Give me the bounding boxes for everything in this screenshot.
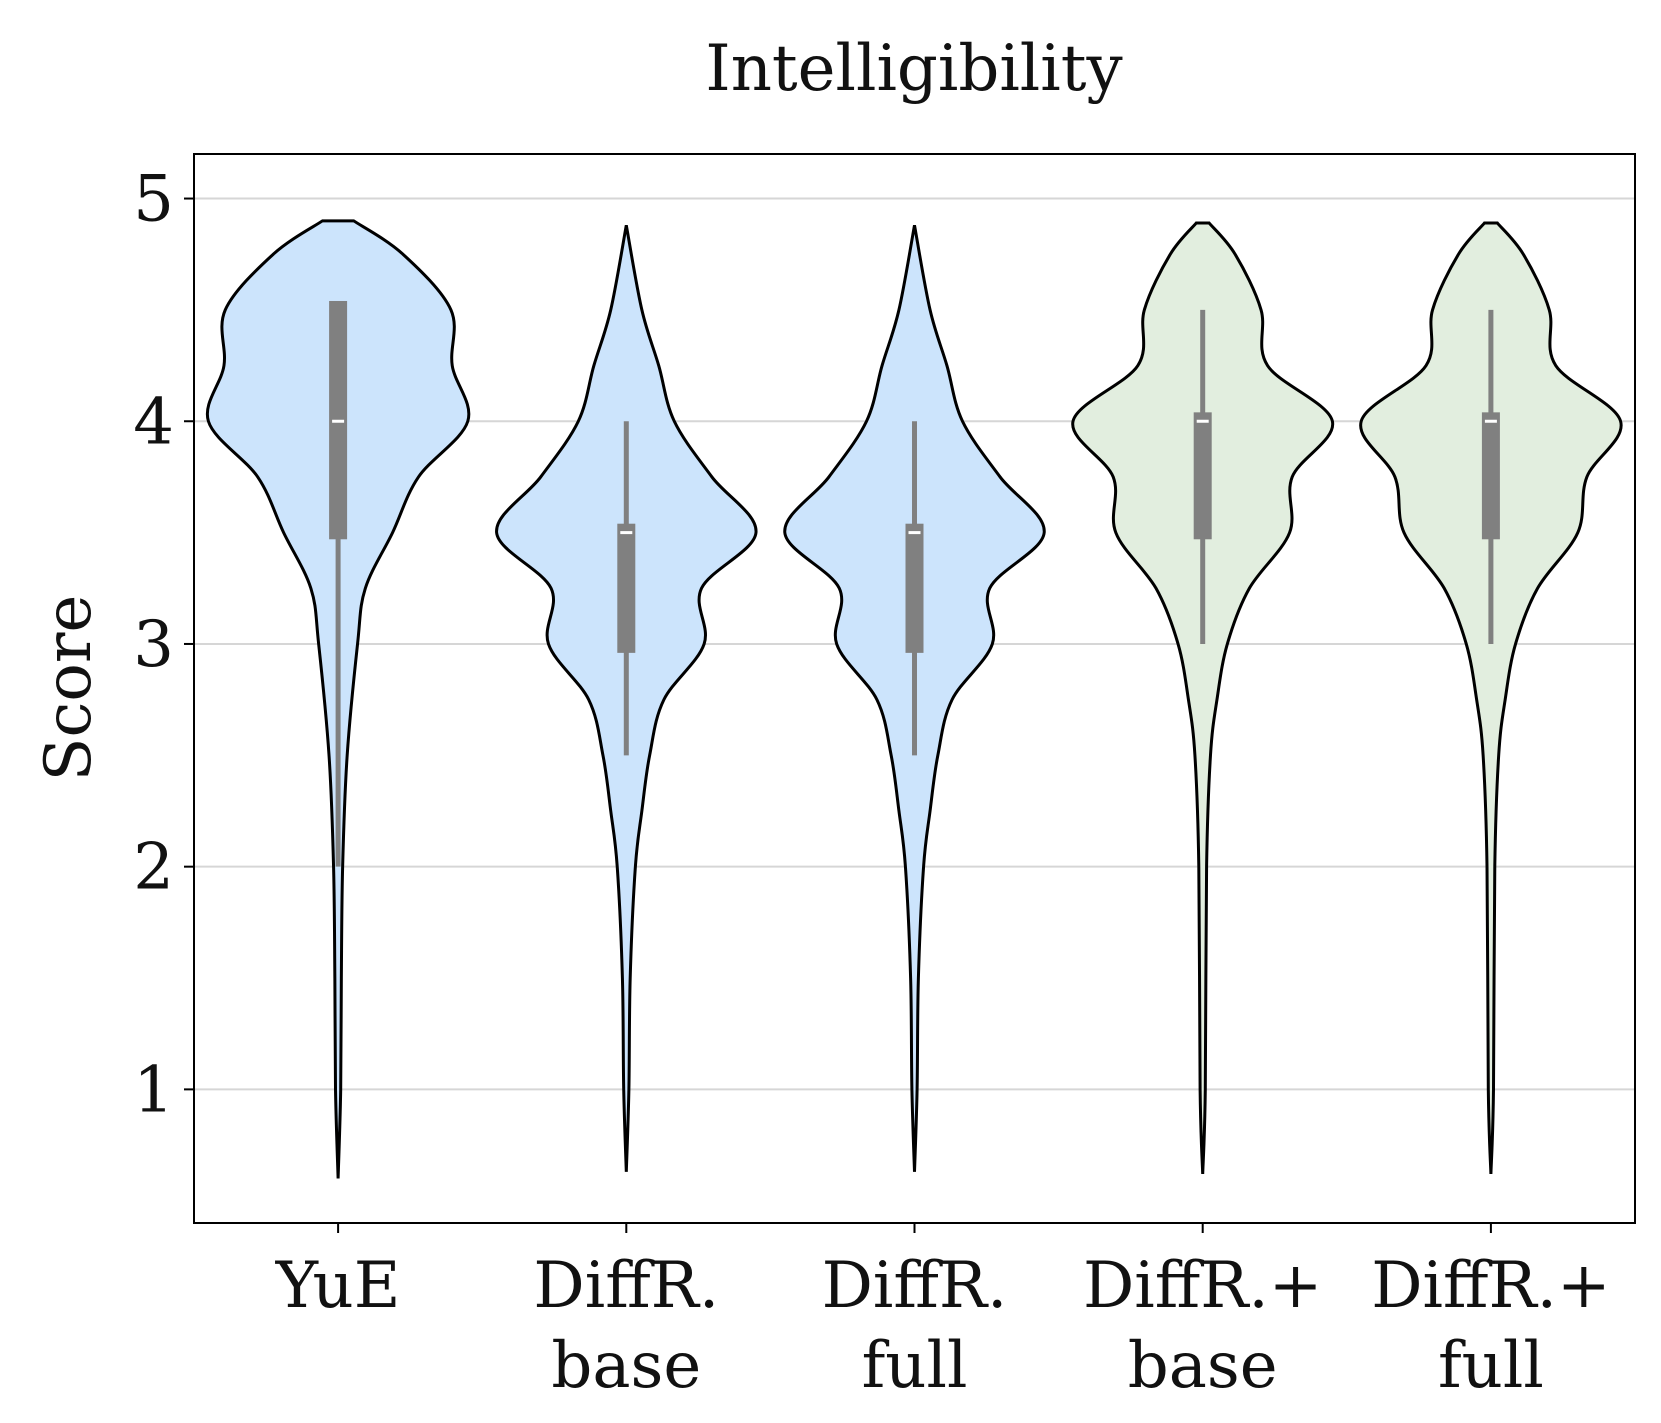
quartile-box [1193,412,1212,540]
x-tick-label: DiffR. base [533,1249,719,1403]
violin-body [1359,221,1623,1175]
x-tick-label: DiffR. full [822,1249,1008,1403]
y-tick-label: 3 [133,608,174,682]
x-tick-label-line: DiffR.+ [1371,1249,1610,1323]
plot-frame [193,153,1636,1224]
x-tick-label-line: base [551,1329,701,1403]
quartile-box [1481,412,1500,540]
quartile-box [905,523,924,653]
x-tick-label-line: base [1128,1329,1278,1403]
x-tick-label-line: DiffR. [822,1249,1008,1323]
chart-title: Intelligibility [705,32,1122,106]
x-tick-label-line: DiffR. [533,1249,719,1323]
y-axis-label: Score [32,595,106,782]
x-tick-label-line: full [862,1329,968,1403]
x-tick-label-line: full [1438,1329,1544,1403]
quartile-box [617,523,636,653]
y-tick-label: 2 [133,831,174,905]
x-tick-label: DiffR.+ base [1083,1249,1322,1403]
y-tick-label: 4 [133,385,174,459]
y-tick-label: 1 [133,1053,174,1127]
x-tick-label-line: DiffR.+ [1083,1249,1322,1323]
x-tick-label: YuE [275,1249,401,1323]
x-tick-label: DiffR.+ full [1371,1249,1610,1403]
y-tick-label: 5 [133,163,174,237]
violin-body [1071,221,1334,1175]
x-tick-label-line: YuE [275,1249,401,1323]
